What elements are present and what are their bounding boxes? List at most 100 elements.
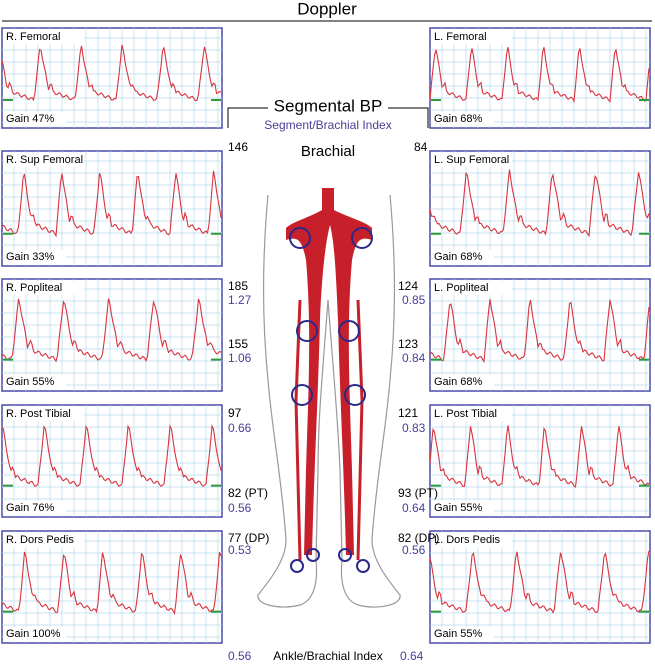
waveform-panel: L. Sup Femoral Gain 68% — [429, 150, 651, 267]
label-bg — [432, 533, 512, 547]
waveform-panel: R. Popliteal Gain 55% — [1, 278, 223, 392]
waveform — [1, 424, 222, 488]
panel-label: R. Dors Pedis — [6, 534, 74, 546]
panel-grid — [2, 28, 222, 128]
left-pressure: 185 — [228, 279, 248, 293]
panel-gain: Gain 55% — [434, 628, 483, 640]
label-bg — [4, 153, 84, 167]
label-bg — [432, 407, 512, 421]
right-pressure: 121 — [398, 406, 418, 420]
waveform-panel: R. Femoral Gain 47% — [1, 27, 223, 129]
panel-label: R. Femoral — [6, 31, 60, 43]
label-bg — [4, 30, 84, 44]
panel-grid — [2, 531, 222, 643]
left-index: 0.66 — [228, 421, 252, 435]
panel-gain: Gain 68% — [434, 251, 483, 263]
waveform-panel: R. Dors Pedis Gain 100% — [1, 530, 223, 644]
right-index: 0.85 — [402, 293, 426, 307]
panel-bg — [1, 404, 223, 518]
waveform — [1, 551, 222, 615]
waveform — [429, 550, 650, 614]
panel-label: L. Dors Pedis — [434, 534, 501, 546]
gain-bg — [4, 112, 66, 126]
panel-label: L. Post Tibial — [434, 408, 497, 420]
panel-grid — [2, 279, 222, 391]
panel-bg — [429, 530, 651, 644]
panel-gain: Gain 33% — [6, 251, 55, 263]
brachial-label: Brachial — [301, 143, 355, 160]
left-index: 0.56 — [228, 501, 252, 515]
left-pressure: 82 (PT) — [228, 486, 268, 500]
panel-gain: Gain 47% — [6, 113, 55, 125]
waveform — [1, 170, 222, 238]
panel-label: R. Popliteal — [6, 282, 62, 294]
left-pressure: 77 (DP) — [228, 531, 269, 545]
left-pressure: 97 — [228, 406, 242, 420]
waveform — [1, 298, 222, 363]
panel-grid — [430, 531, 650, 643]
label-bg — [432, 30, 512, 44]
index-subtitle: Segment/Brachial Index — [264, 118, 391, 132]
right-index: 0.84 — [402, 351, 426, 365]
panel-bg — [429, 404, 651, 518]
abi-label: Ankle/Brachial Index — [273, 649, 382, 663]
panel-bg — [1, 278, 223, 392]
label-bg — [432, 153, 512, 167]
panel-label: R. Post Tibial — [6, 408, 71, 420]
abi-left: 0.56 — [228, 649, 252, 663]
cuff-markers — [289, 227, 373, 573]
panel-label: R. Sup Femoral — [6, 154, 83, 166]
waveform-panel: R. Post Tibial Gain 76% — [1, 404, 223, 518]
gain-bg — [432, 501, 494, 515]
arteries — [286, 188, 372, 555]
panel-gain: Gain 55% — [6, 376, 55, 388]
panel-grid — [430, 28, 650, 128]
right-pressure: 82 (DP) — [398, 531, 439, 545]
panel-bg — [1, 27, 223, 129]
abi-right: 0.64 — [400, 649, 424, 663]
waveform-panel: R. Sup Femoral Gain 33% — [1, 150, 223, 267]
bp-bracket — [227, 107, 429, 128]
label-bg — [4, 533, 84, 547]
label-bg — [4, 281, 84, 295]
panel-gain: Gain 68% — [434, 376, 483, 388]
panel-label: L. Popliteal — [434, 282, 488, 294]
left-index: 0.53 — [228, 543, 252, 557]
left-pressure: 155 — [228, 337, 248, 351]
panel-grid — [2, 151, 222, 266]
brachial-left: 146 — [228, 140, 248, 154]
panel-gain: Gain 55% — [434, 502, 483, 514]
gain-bg — [432, 112, 494, 126]
waveform — [1, 44, 222, 102]
waveform-panel: L. Femoral Gain 68% — [429, 27, 651, 129]
right-index: 0.56 — [402, 543, 426, 557]
waveform-panel: L. Popliteal Gain 68% — [429, 278, 651, 392]
panel-label: L. Femoral — [434, 31, 487, 43]
gain-bg — [432, 250, 494, 264]
panel-bg — [429, 278, 651, 392]
gain-bg — [432, 375, 494, 389]
panel-gain: Gain 68% — [434, 113, 483, 125]
right-pressure: 93 (PT) — [398, 486, 438, 500]
panel-grid — [430, 279, 650, 391]
brachial-right: 84 — [414, 140, 428, 154]
title: Doppler — [297, 0, 357, 18]
gain-bg — [4, 627, 66, 641]
right-index: 0.83 — [402, 421, 426, 435]
gain-bg — [4, 501, 66, 515]
waveform-panel: L. Post Tibial Gain 55% — [429, 404, 651, 518]
waveform — [429, 425, 650, 488]
panel-gain: Gain 100% — [6, 628, 61, 640]
panel-bg — [429, 150, 651, 267]
waveform — [429, 299, 650, 364]
segmental-bp-title: Segmental BP — [274, 96, 383, 115]
gain-bg — [4, 250, 66, 264]
panel-bg — [1, 150, 223, 267]
legs-figure — [257, 188, 401, 608]
left-index: 1.27 — [228, 293, 252, 307]
right-pressure: 123 — [398, 337, 418, 351]
right-index: 0.64 — [402, 501, 426, 515]
panel-label: L. Sup Femoral — [434, 154, 509, 166]
gain-bg — [432, 627, 494, 641]
